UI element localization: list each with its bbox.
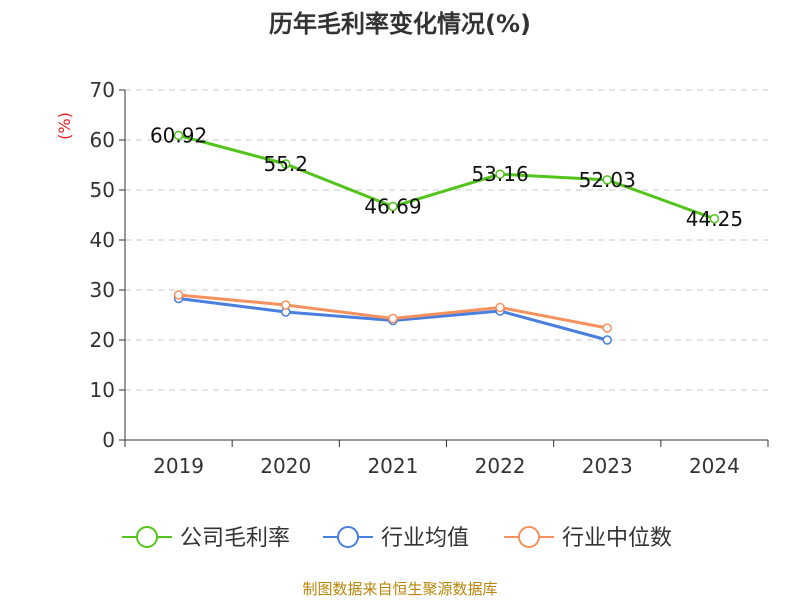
data-point xyxy=(388,201,398,212)
data-point xyxy=(602,323,612,333)
data-point xyxy=(495,169,505,179)
y-tick-label: 60 xyxy=(90,128,115,152)
series-2 xyxy=(173,290,612,333)
chart-title: 历年毛利率变化情况(%) xyxy=(269,10,531,38)
legend-label: 行业中位数 xyxy=(562,526,672,551)
data-point xyxy=(709,214,720,224)
legend-label: 行业均值 xyxy=(381,526,469,551)
y-tick-label: 70 xyxy=(90,78,115,102)
series-0: 60.92 55.2 46.69 53.16 52.03 44.25 xyxy=(150,123,743,230)
y-tick-label: 30 xyxy=(90,278,115,302)
data-point xyxy=(495,302,505,313)
y-tick-label: 40 xyxy=(90,228,115,252)
data-label: 60.92 xyxy=(150,123,207,147)
gridlines xyxy=(125,89,768,391)
data-label: 46.69 xyxy=(364,195,421,219)
series-line xyxy=(178,133,715,221)
x-tick-label: 2019 xyxy=(153,454,204,478)
series-group: 60.92 55.2 46.69 53.16 52.03 44.25 xyxy=(150,123,743,345)
source-note: 制图数据来自恒生聚源数据库 xyxy=(302,580,497,598)
legend-item: 行业均值 xyxy=(323,526,469,551)
legend-label: 公司毛利率 xyxy=(180,526,290,551)
data-point xyxy=(388,313,398,324)
data-point xyxy=(281,300,291,310)
y-tick-label: 50 xyxy=(90,178,115,202)
x-tick-label: 2021 xyxy=(367,454,418,478)
x-tick-label: 2023 xyxy=(582,454,633,478)
data-point xyxy=(281,159,291,169)
y-tick-label: 20 xyxy=(90,328,115,352)
legend-marker xyxy=(337,526,359,548)
data-label: 53.16 xyxy=(471,162,528,186)
legend-marker xyxy=(136,526,158,548)
x-tick-label: 2024 xyxy=(689,454,740,478)
axes: 0 10 20 30 40 50 60 70 2019 2020 2021 2022 2023 2024 xyxy=(90,78,769,478)
data-point xyxy=(173,130,184,141)
x-tick-label: 2022 xyxy=(475,454,526,478)
legend-item: 行业中位数 xyxy=(504,526,672,551)
legend: 公司毛利率 行业均值 行业中位数 xyxy=(122,526,672,551)
legend-marker xyxy=(518,526,540,548)
data-point xyxy=(173,290,184,300)
data-label: 52.03 xyxy=(579,168,636,192)
y-tick-label: 10 xyxy=(90,378,115,402)
legend-item: 公司毛利率 xyxy=(122,526,290,551)
data-point xyxy=(602,335,612,345)
data-point xyxy=(602,175,612,185)
x-tick-label: 2020 xyxy=(260,454,311,478)
y-axis-label: (%) xyxy=(55,112,74,140)
data-label: 55.2 xyxy=(263,152,308,176)
y-tick-label: 0 xyxy=(102,428,115,452)
data-label: 44.25 xyxy=(686,207,743,231)
